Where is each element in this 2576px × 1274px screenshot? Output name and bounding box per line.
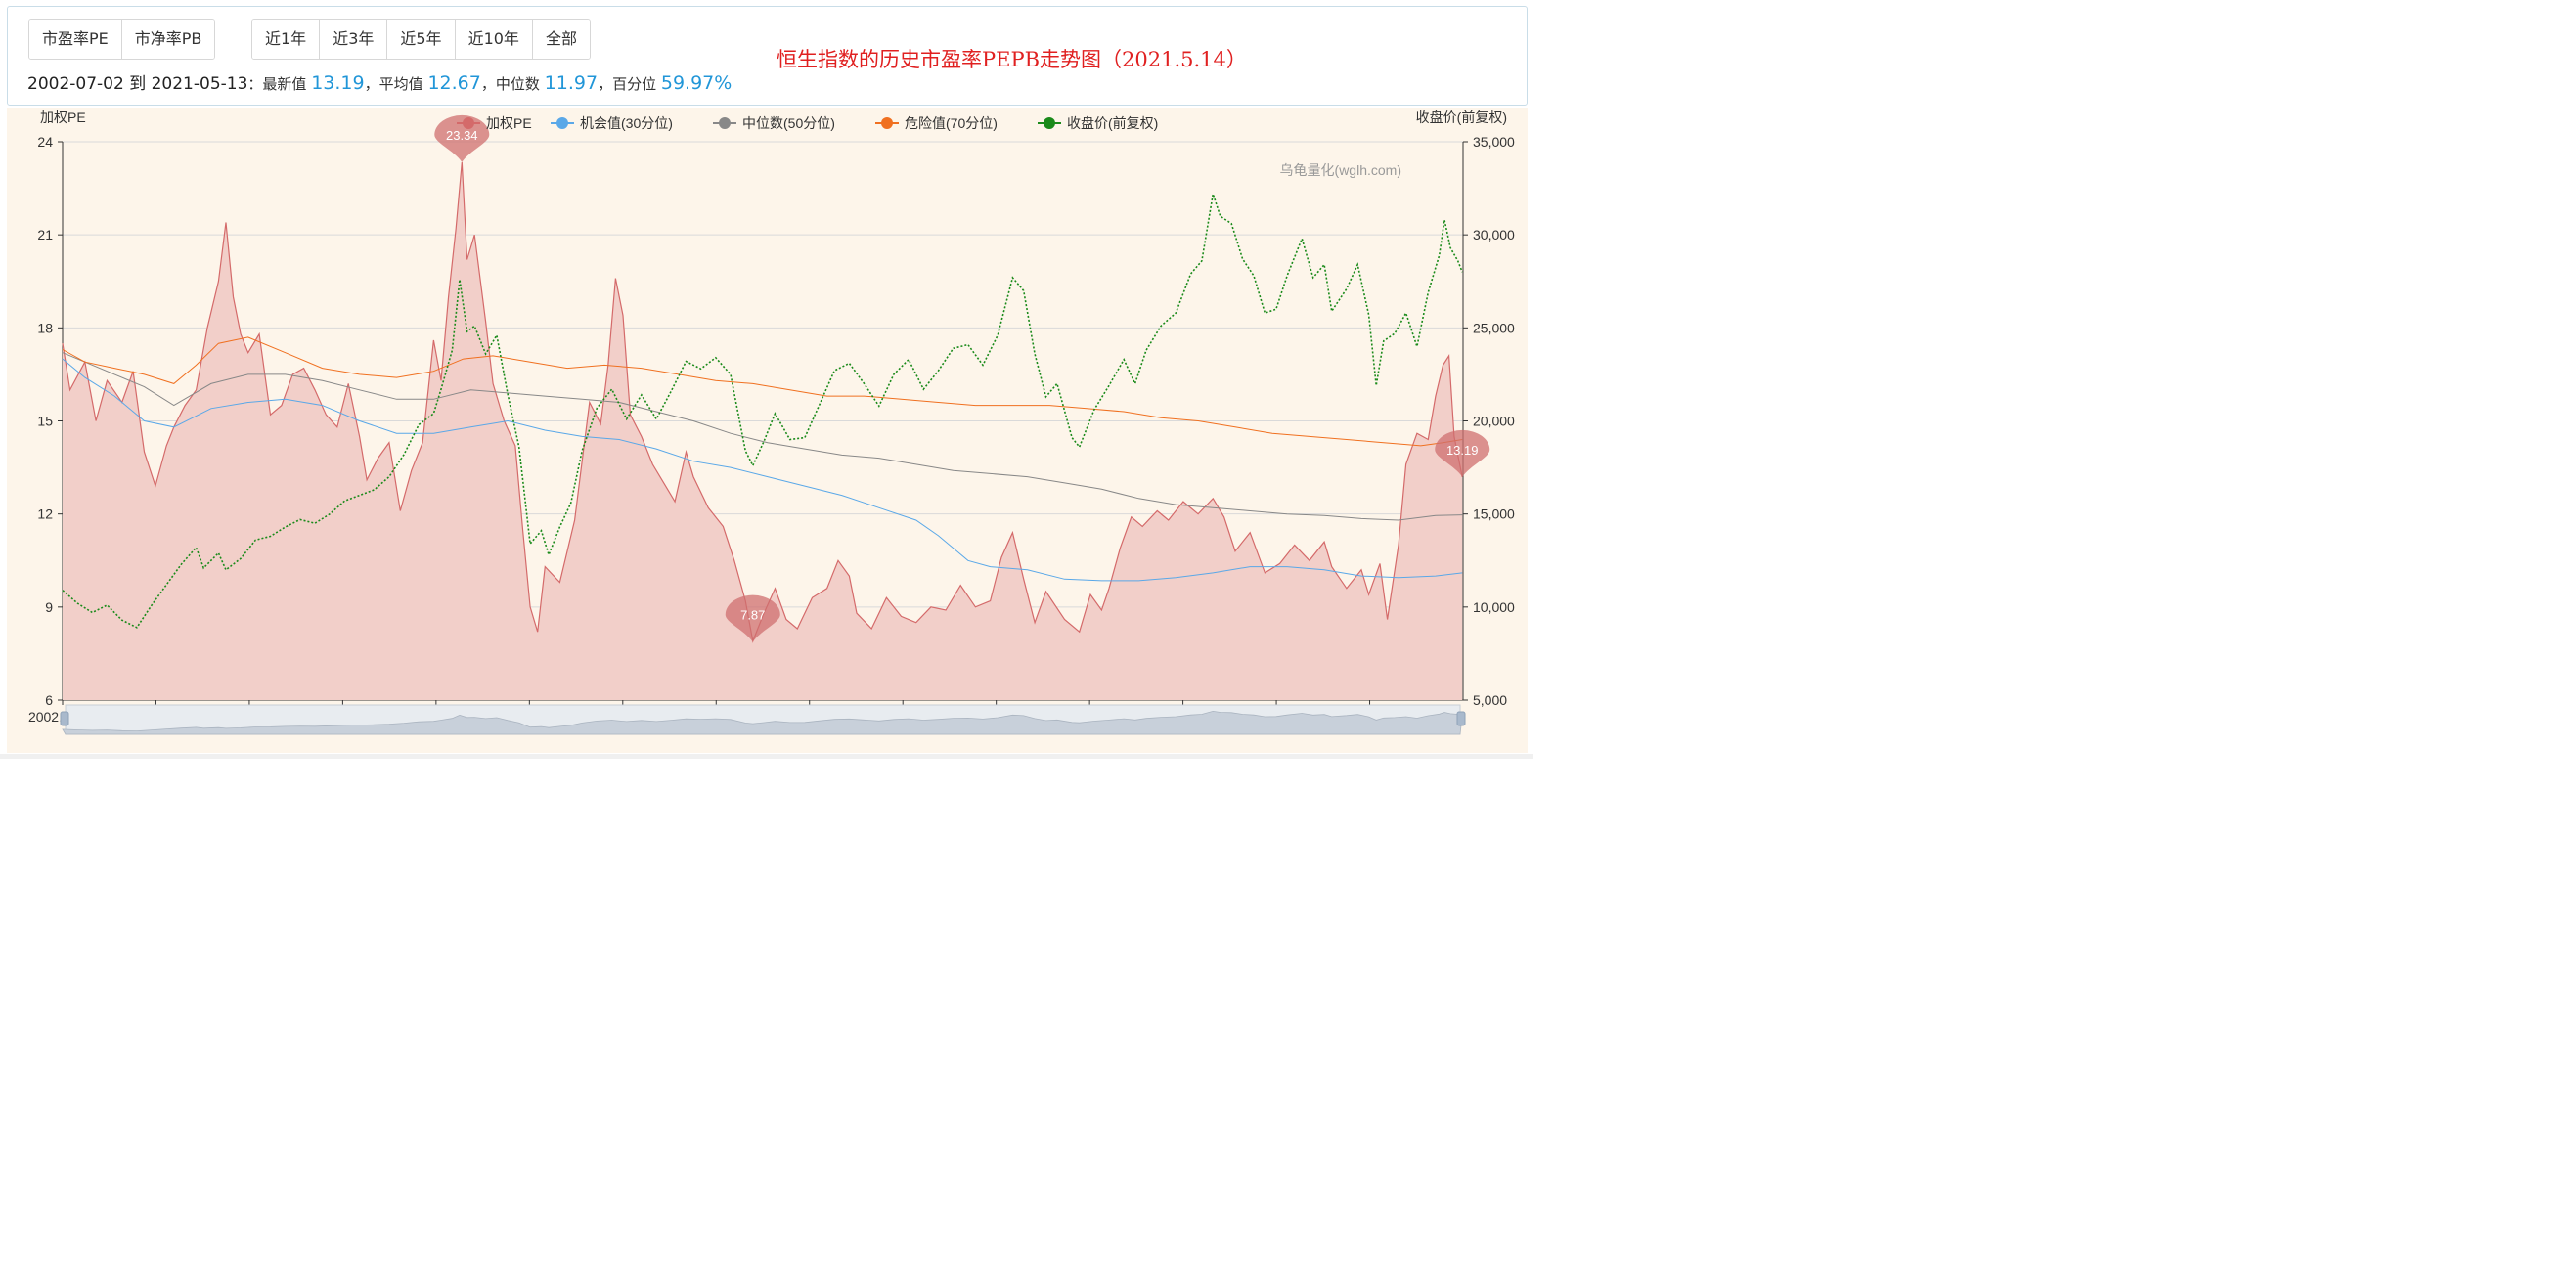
sep-1: ， [364,75,379,93]
legend-label: 危险值(70分位) [905,115,998,131]
legend-swatch[interactable] [556,117,568,129]
percentile-value: 59.97% [660,72,733,94]
chart-area: 6 9 12 15 18 21 24 5,000 10,000 15,000 20,000 25,00… [7,108,1528,753]
percentile-line-2 [62,352,1463,521]
left-tick-label: 6 [45,692,53,708]
marker-label: 7.87 [740,608,765,623]
left-tick-label: 12 [37,506,53,522]
left-tick-label: 15 [37,414,53,429]
legend-label: 机会值(30分位) [580,115,673,131]
legend-swatch[interactable] [881,117,893,129]
percentile-line-1 [62,358,1463,582]
marker-pin [725,594,780,642]
legend-label: 收盘价(前复权) [1067,115,1158,131]
watermark: 乌龟量化(wglh.com) [1280,162,1401,178]
marker-label: 13.19 [1446,443,1479,458]
percentile-label: 百分位 [612,75,657,93]
left-tick-label: 21 [37,227,53,242]
close-price-line [62,194,1463,629]
left-axis-label: 加权PE [40,110,86,125]
marker-pin [1435,429,1490,477]
tab-pe[interactable]: 市盈率PE [29,20,122,59]
right-tick-label: 30,000 [1473,227,1515,242]
tab-pb[interactable]: 市净率PB [121,20,215,59]
marker-pin [434,114,490,162]
legend-label: 加权PE [486,115,532,131]
legend-label: 中位数(50分位) [742,115,835,131]
chart-title: 恒生指数的历史市盈率PEPB走势图（2021.5.14） [777,48,1247,71]
zoom-handle-right[interactable] [1456,711,1466,726]
left-tick-label: 18 [37,320,53,335]
tab-3y[interactable]: 近3年 [320,20,388,59]
legend-swatch[interactable] [1044,117,1055,129]
right-tick-label: 10,000 [1473,599,1515,615]
avg-value: 12.67 [427,72,481,94]
legend-swatch[interactable] [719,117,731,129]
sep-3: ， [598,75,613,93]
right-tick-label: 25,000 [1473,320,1515,335]
metric-tab-group: 市盈率PE 市净率PB [28,19,216,60]
tab-10y[interactable]: 近10年 [455,20,533,59]
colon: ： [247,75,263,93]
pe-line [62,161,1463,643]
right-tick-label: 15,000 [1473,506,1515,522]
pe-chart: 6 9 12 15 18 21 24 5,000 10,000 15,000 20,000 25,00… [28,110,1515,735]
right-axis-label: 收盘价(前复权) [1416,110,1507,125]
marker-label: 23.34 [446,128,478,143]
right-tick-label: 35,000 [1473,134,1515,150]
stats-summary: 2002-07-02 到 2021-05-13：最新值 13.19，平均值 12… [27,69,732,94]
range-tab-group: 近1年 近3年 近5年 近10年 全部 [251,19,591,60]
left-tick-label: 24 [37,134,53,150]
left-tick-label: 9 [45,599,53,615]
median-label: 中位数 [495,75,540,93]
bottom-divider [0,754,1533,759]
right-tick-label: 5,000 [1473,692,1507,708]
control-panel: 市盈率PE 市净率PB 近1年 近3年 近5年 近10年 全部 2002-07-… [7,6,1528,106]
avg-label: 平均值 [378,75,423,93]
zoom-handle-left[interactable] [60,711,69,726]
sep-2: ， [480,75,496,93]
right-tick-label: 20,000 [1473,414,1515,429]
latest-label: 最新值 [262,75,307,93]
percentile-line-3 [62,336,1463,447]
tab-5y[interactable]: 近5年 [387,20,456,59]
legend-swatch[interactable] [463,117,474,129]
zoom-slider-preview [62,710,1463,735]
date-range: 2002-07-02 到 2021-05-13 [27,74,248,94]
median-value: 11.97 [544,72,599,94]
pe-area-fill [63,161,1463,700]
latest-value: 13.19 [311,72,365,94]
tab-1y[interactable]: 近1年 [252,20,321,59]
tab-all[interactable]: 全部 [532,20,590,59]
